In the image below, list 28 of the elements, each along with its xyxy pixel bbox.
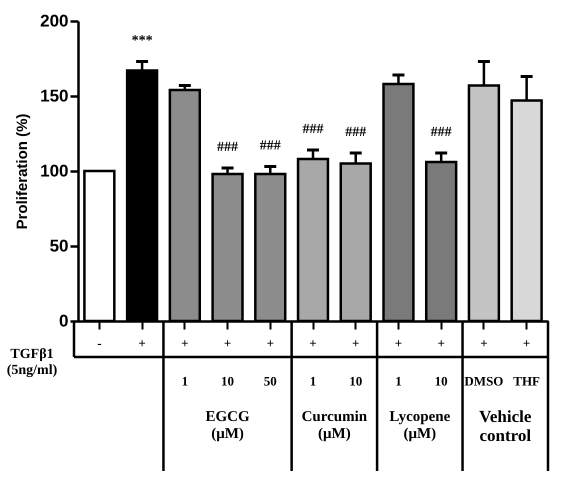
category-label: + 10	[221, 336, 234, 388]
text: TGFβ1 (5ng/ml)	[6, 347, 58, 378]
category-label: + 1	[394, 336, 402, 388]
y-axis-title: Proliferation (%)	[14, 114, 32, 230]
data-label: ***	[132, 34, 153, 48]
data-label: ###	[217, 140, 238, 155]
y-tick-label: 150	[40, 86, 68, 106]
category-label: + THF	[513, 336, 540, 388]
text: Vehicle control	[479, 407, 532, 445]
category-label: + 1	[181, 336, 189, 388]
y-tick-label: 200	[40, 12, 68, 30]
category-label: + DMSO	[464, 336, 504, 388]
data-label: ###	[430, 125, 452, 140]
y-tick-label: 0	[59, 312, 68, 330]
category-label: + 10	[349, 336, 362, 388]
y-tick-label: 50	[50, 236, 68, 256]
text: Curcumin (μM)	[302, 409, 368, 442]
category-label: + 1	[309, 336, 317, 388]
category-label: + 50	[264, 336, 277, 388]
data-label: ###	[345, 125, 366, 140]
data-label: ###	[302, 122, 324, 137]
y-tick-label: 100	[40, 162, 68, 180]
x-tick-label: +	[138, 336, 146, 350]
text: EGCG (μM)	[205, 409, 250, 442]
text: Lycopene (μM)	[389, 409, 451, 442]
data-label: ###	[260, 138, 281, 154]
x-tick-label: -	[97, 336, 102, 350]
category-label: + 10	[434, 336, 448, 388]
